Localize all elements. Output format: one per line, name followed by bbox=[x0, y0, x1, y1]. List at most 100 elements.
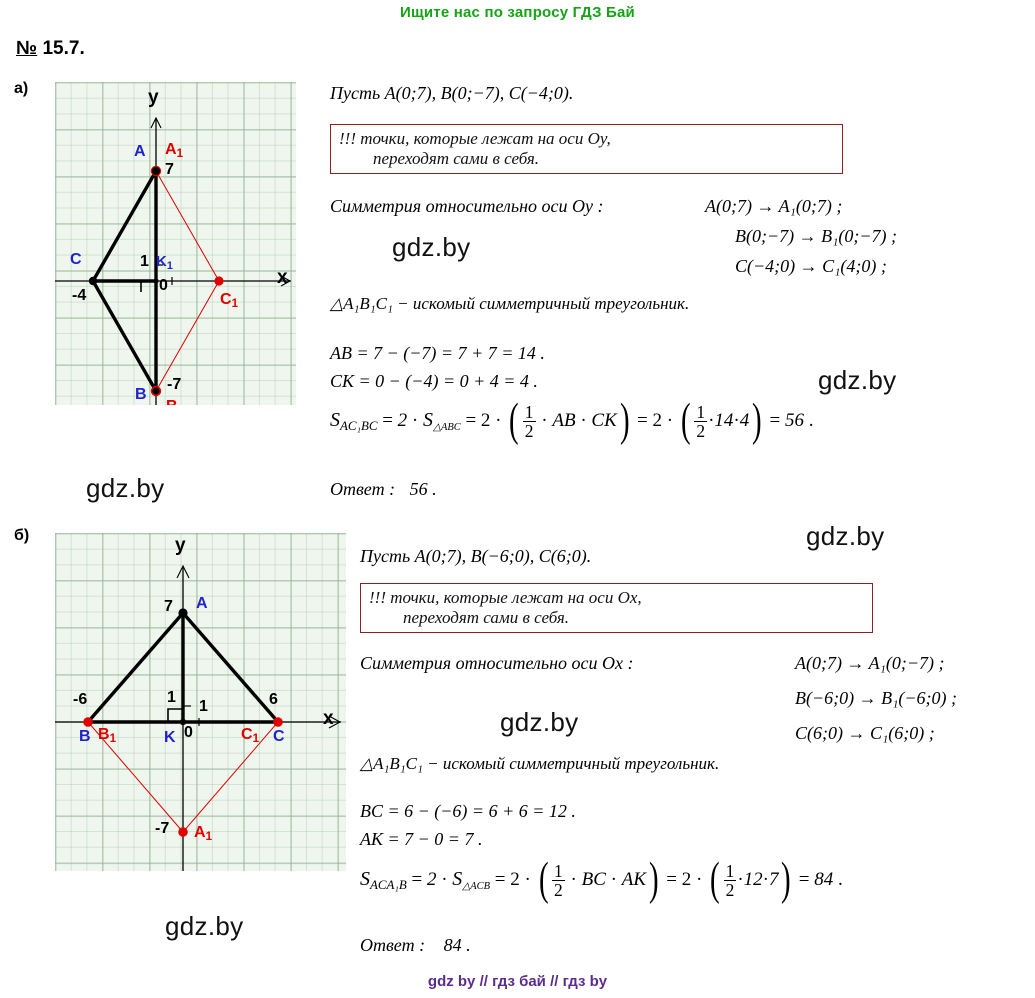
answer-label-b: Ответ : bbox=[360, 935, 426, 955]
unit-label-x-b: 1 bbox=[199, 698, 208, 715]
note-box-a: !!! точки, которые лежат на оси Oy, пере… bbox=[330, 124, 843, 175]
area-num2-b: 7 bbox=[768, 868, 779, 890]
tick-label-neg7-a: -7 bbox=[167, 376, 182, 393]
point-label-a: A bbox=[134, 143, 146, 160]
area-num2-a: 4 bbox=[739, 409, 750, 431]
point-label-c1-b: C1 bbox=[241, 726, 259, 746]
point-label-b: B bbox=[135, 386, 147, 403]
watermark-4: gdz.by bbox=[806, 521, 885, 551]
note-box-b: !!! точки, которые лежат на оси Ox, пере… bbox=[360, 583, 873, 634]
watermark-1: gdz.by bbox=[392, 232, 471, 262]
point-c1-marker-b bbox=[273, 717, 283, 727]
note-line-1-b: !!! точки, которые лежат на оси Ox, bbox=[369, 588, 642, 607]
task-number: № 15.7. bbox=[16, 38, 85, 60]
point-label-c1: C1 bbox=[220, 291, 238, 311]
tick-label-neg7-b: -7 bbox=[155, 820, 170, 837]
mapping-b-2: C(6;0) → C₁(6;0) ; bbox=[795, 723, 935, 743]
y-axis-arrow-a bbox=[150, 116, 162, 129]
area-subscript-right-b: △ACB bbox=[462, 881, 490, 893]
x-axis-arrow-b bbox=[328, 715, 342, 729]
point-label-b1-b: B1 bbox=[98, 726, 116, 746]
area-result-b: 84 bbox=[814, 868, 834, 890]
watermark-2: gdz.by bbox=[818, 365, 897, 395]
unit-label-y-a: 1 bbox=[140, 253, 149, 270]
task-number-value: 15.7. bbox=[42, 38, 85, 59]
unit-label-y-b: 1 bbox=[167, 689, 176, 706]
x-axis-arrow-a bbox=[280, 275, 292, 287]
coordinate-plane-b: y x A 7 -6 B B1 6 C C1 1 1 K 0 -7 A1 bbox=[55, 533, 346, 871]
symmetry-intro-a: Симметрия относительно оси Oy : bbox=[330, 196, 604, 216]
point-c-marker bbox=[88, 276, 98, 286]
calc-b-1: BC = 6 − (−6) = 6 + 6 = 12 . bbox=[360, 801, 576, 821]
answer-value-a: 56 . bbox=[409, 479, 437, 499]
conclusion-b: △A₁B₁C₁ − искомый симметричный треугольн… bbox=[360, 754, 720, 773]
point-a-marker-b bbox=[178, 608, 188, 618]
area-num1-b: 12 bbox=[743, 868, 763, 890]
graph-b-drawing bbox=[55, 564, 342, 871]
note-line-2-b: переходят сами в себя. bbox=[403, 607, 570, 627]
point-c1-marker bbox=[214, 276, 224, 286]
point-label-b-b: B bbox=[79, 728, 91, 745]
tick-label-7-b: 7 bbox=[164, 598, 173, 615]
area-result-a: 56 bbox=[784, 409, 804, 431]
watermark-6: gdz.by bbox=[165, 911, 244, 941]
area-formula-b: SACA₁B = 2 · S△ACB = 2 · (1 2 · BC · AK) … bbox=[360, 854, 843, 906]
graph-a-drawing bbox=[55, 116, 292, 405]
tick-label-neg6-b: -6 bbox=[73, 691, 88, 708]
mapping-a-1: B(0;−7) → B₁(0;−7) ; bbox=[735, 226, 897, 246]
tick-label-neg4-a: -4 bbox=[72, 287, 87, 304]
point-a-marker bbox=[152, 167, 160, 175]
origin-label-b: 0 bbox=[184, 724, 193, 741]
point-b1-marker-b bbox=[83, 717, 93, 727]
point-label-b1: B1 bbox=[166, 399, 184, 405]
part-b-label: б) bbox=[14, 527, 30, 544]
watermark-5: gdz.by bbox=[500, 707, 579, 737]
calc-b-2: AK = 7 − 0 = 7 . bbox=[360, 829, 483, 849]
given-a: Пусть A(0;7), B(0;−7), C(−4;0). bbox=[330, 83, 574, 103]
area-subscript-left-a: AC₁BC bbox=[339, 417, 378, 433]
part-a-label: а) bbox=[14, 80, 29, 97]
axis-label-x-b: x bbox=[323, 708, 334, 729]
point-k-marker bbox=[153, 278, 159, 284]
point-k-marker-b bbox=[179, 718, 187, 726]
coordinate-plane-a: y x A A1 7 C -4 C1 K1 1 0 B -7 B1 bbox=[55, 82, 296, 405]
footer-links: gdz by // гдз бай // гдз by bbox=[427, 973, 608, 990]
area-prod1a-b: BC bbox=[581, 868, 606, 890]
point-label-a1: A1 bbox=[165, 141, 183, 161]
symmetry-intro-b: Симметрия относительно оси Ox : bbox=[360, 653, 634, 673]
tick-label-7-a: 7 bbox=[165, 161, 174, 178]
point-label-c-b: C bbox=[273, 728, 285, 745]
area-prod1b-b: AK bbox=[621, 868, 646, 890]
axis-label-y-b: y bbox=[175, 535, 186, 556]
right-angle-mark-b bbox=[167, 708, 183, 723]
promo-banner: Ищите нас по запросу ГДЗ Бай bbox=[400, 4, 635, 21]
axis-label-y-a: y bbox=[148, 87, 159, 108]
mapping-a-2: C(−4;0) → C₁(4;0) ; bbox=[735, 256, 887, 276]
answer-label-a: Ответ : bbox=[330, 479, 396, 499]
note-line-2-a: переходят сами в себя. bbox=[373, 148, 540, 168]
area-formula-a: SAC₁BC = 2 · S△ABC = 2 · (1 2 · AB · CK) … bbox=[330, 395, 814, 447]
given-b: Пусть A(0;7), B(−6;0), C(6;0). bbox=[360, 546, 592, 566]
answer-value-b: 84 . bbox=[443, 935, 471, 955]
axis-label-x-a: x bbox=[277, 267, 288, 288]
origin-label-a: 0 bbox=[159, 277, 168, 294]
mapping-b-1: B(−6;0) → B₁(−6;0) ; bbox=[795, 688, 957, 708]
answer-b: Ответ : 84 . bbox=[360, 934, 471, 957]
mapping-a-0: A(0;7) → A₁(0;7) ; bbox=[705, 196, 843, 216]
point-label-c: C bbox=[70, 251, 82, 268]
note-line-1-a: !!! точки, которые лежат на оси Oy, bbox=[339, 129, 611, 148]
area-factor-b: 2 bbox=[426, 868, 437, 890]
mapping-b-0: A(0;7) → A₁(0;−7) ; bbox=[795, 653, 945, 673]
point-label-a-b: A bbox=[196, 595, 208, 612]
number-sign: № bbox=[16, 38, 38, 59]
area-factor-a: 2 bbox=[397, 409, 408, 431]
y-axis-arrow-b bbox=[176, 564, 190, 579]
area-subscript-right-a: △ABC bbox=[432, 422, 461, 434]
area-num1-a: 14 bbox=[714, 409, 734, 431]
area-prod1b-a: CK bbox=[591, 409, 617, 431]
watermark-3: gdz.by bbox=[86, 473, 165, 503]
area-prod1a-a: AB bbox=[552, 409, 576, 431]
point-label-k-b: K bbox=[164, 729, 176, 746]
